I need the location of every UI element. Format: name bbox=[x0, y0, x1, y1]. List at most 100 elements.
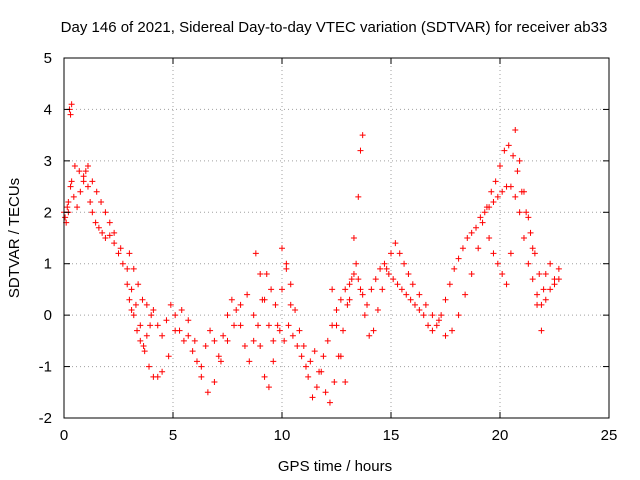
data-point bbox=[494, 193, 501, 200]
data-point bbox=[353, 260, 360, 267]
data-point bbox=[124, 281, 131, 288]
data-point bbox=[555, 265, 562, 272]
data-point bbox=[143, 332, 150, 339]
data-point bbox=[237, 301, 244, 308]
data-point bbox=[163, 317, 170, 324]
data-point bbox=[137, 322, 144, 329]
data-point bbox=[244, 291, 251, 298]
y-tick-label: 2 bbox=[44, 204, 52, 221]
data-point bbox=[128, 286, 135, 293]
data-point bbox=[237, 322, 244, 329]
data-point bbox=[359, 132, 366, 139]
data-point bbox=[497, 163, 503, 169]
data-point bbox=[538, 327, 545, 334]
data-point bbox=[337, 296, 344, 303]
data-point bbox=[302, 363, 309, 370]
data-point bbox=[74, 204, 81, 211]
data-point bbox=[501, 147, 508, 154]
data-point bbox=[294, 343, 301, 349]
data-point bbox=[534, 291, 541, 298]
y-tick-label: -1 bbox=[39, 359, 52, 376]
data-point bbox=[68, 101, 75, 108]
data-point bbox=[525, 260, 532, 267]
data-point bbox=[442, 296, 449, 303]
data-point bbox=[276, 327, 283, 334]
data-point bbox=[377, 265, 384, 272]
data-point bbox=[67, 183, 74, 190]
data-point bbox=[132, 301, 139, 308]
data-point bbox=[261, 296, 268, 303]
data-point bbox=[279, 286, 285, 293]
data-point bbox=[207, 327, 214, 334]
data-point bbox=[483, 204, 490, 211]
data-point bbox=[529, 276, 536, 283]
data-point bbox=[468, 271, 475, 277]
data-point bbox=[359, 291, 366, 298]
data-point bbox=[77, 188, 84, 195]
data-point bbox=[348, 276, 355, 283]
data-point bbox=[265, 384, 272, 391]
data-point bbox=[473, 224, 480, 231]
data-point bbox=[300, 343, 307, 349]
data-point bbox=[536, 271, 543, 277]
data-point bbox=[407, 296, 414, 303]
data-point bbox=[287, 301, 294, 308]
data-point bbox=[396, 250, 403, 257]
data-point bbox=[499, 188, 506, 195]
data-point bbox=[307, 358, 314, 365]
data-point bbox=[98, 199, 105, 205]
data-point bbox=[531, 250, 538, 257]
data-point bbox=[355, 276, 362, 283]
data-point bbox=[481, 209, 488, 216]
data-point bbox=[102, 209, 109, 216]
data-point bbox=[433, 322, 440, 329]
data-point bbox=[429, 327, 436, 334]
x-tick-label: 15 bbox=[383, 427, 400, 444]
data-point bbox=[398, 286, 405, 293]
data-point bbox=[374, 307, 381, 313]
data-point bbox=[68, 178, 75, 185]
data-point bbox=[115, 250, 122, 257]
data-point bbox=[111, 229, 118, 236]
data-point bbox=[224, 337, 231, 344]
data-point bbox=[459, 245, 466, 252]
data-point bbox=[128, 307, 135, 313]
data-point bbox=[488, 188, 495, 195]
data-point bbox=[180, 337, 187, 344]
data-point bbox=[326, 399, 333, 406]
data-point bbox=[233, 307, 240, 313]
data-point bbox=[320, 353, 327, 360]
data-point bbox=[357, 286, 364, 293]
data-point bbox=[64, 204, 71, 211]
x-tick-label: 20 bbox=[492, 427, 509, 444]
y-tick-label: 5 bbox=[44, 50, 52, 67]
data-point bbox=[475, 245, 482, 252]
data-point bbox=[272, 301, 279, 308]
data-point bbox=[505, 142, 512, 149]
data-point bbox=[379, 286, 386, 293]
data-point bbox=[503, 281, 510, 288]
data-point bbox=[102, 235, 109, 241]
data-point bbox=[449, 327, 456, 334]
data-point bbox=[468, 229, 475, 236]
data-point bbox=[529, 245, 536, 252]
data-point bbox=[416, 291, 423, 298]
data-point bbox=[172, 312, 179, 319]
data-point bbox=[62, 214, 69, 221]
data-point bbox=[451, 265, 458, 272]
data-point bbox=[146, 363, 153, 370]
y-tick-label: 3 bbox=[44, 153, 52, 170]
data-point bbox=[204, 389, 211, 396]
data-point bbox=[357, 147, 364, 154]
data-point bbox=[250, 337, 257, 344]
data-point bbox=[159, 368, 166, 375]
data-point bbox=[274, 322, 281, 329]
data-point bbox=[499, 271, 506, 277]
data-point bbox=[368, 286, 375, 293]
data-layer bbox=[61, 101, 562, 406]
data-point bbox=[211, 337, 218, 344]
data-point bbox=[547, 260, 554, 267]
data-point bbox=[265, 322, 272, 329]
grid-layer bbox=[64, 58, 609, 418]
